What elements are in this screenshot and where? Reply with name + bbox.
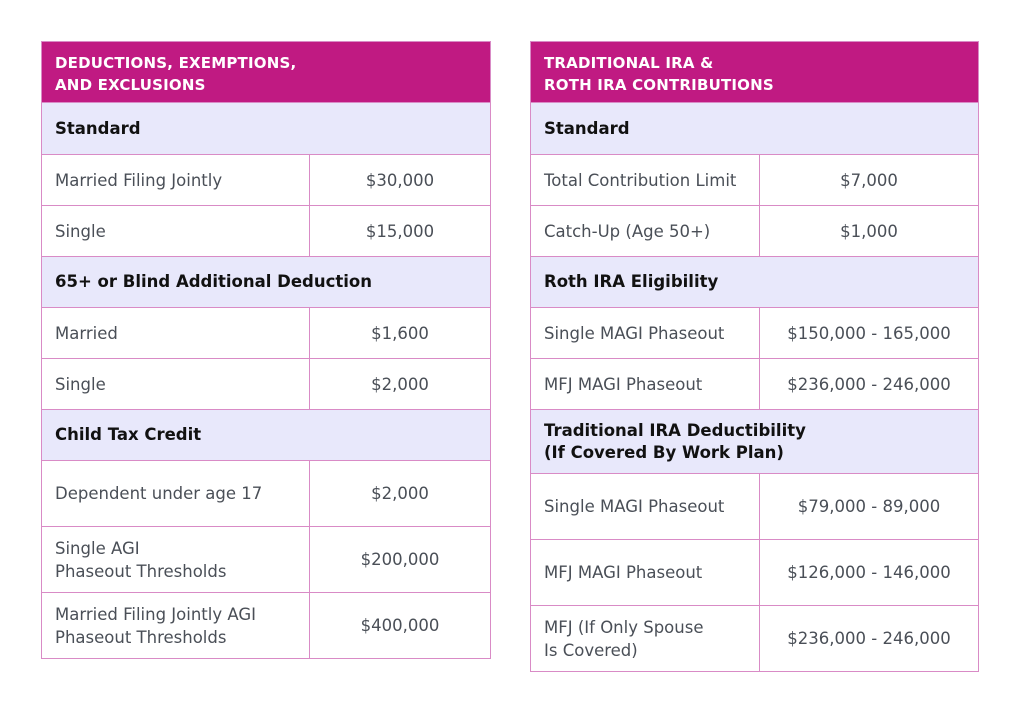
row-label: Catch-Up (Age 50+) <box>531 206 760 256</box>
table-row: Single MAGI Phaseout $150,000 - 165,000 <box>531 307 978 358</box>
table-row: MFJ MAGI Phaseout $126,000 - 146,000 <box>531 539 978 605</box>
row-label: Married Filing Jointly AGI Phaseout Thre… <box>42 593 310 658</box>
row-value: $200,000 <box>360 550 440 569</box>
table-title: DEDUCTIONS, EXEMPTIONS, AND EXCLUSIONS <box>42 42 490 102</box>
row-value: $236,000 - 246,000 <box>787 629 951 648</box>
section-heading: Child Tax Credit <box>42 409 490 460</box>
section-heading: Roth IRA Eligibility <box>531 256 978 307</box>
table-row: Single MAGI Phaseout $79,000 - 89,000 <box>531 473 978 539</box>
row-value: $1,000 <box>840 221 898 241</box>
row-label: Married Filing Jointly <box>42 155 310 205</box>
row-value: $79,000 - 89,000 <box>797 497 941 516</box>
row-value: $400,000 <box>360 616 440 635</box>
row-label: MFJ MAGI Phaseout <box>531 540 760 605</box>
row-value: $30,000 <box>365 170 435 190</box>
row-value: $1,600 <box>371 323 429 343</box>
row-value: $126,000 - 146,000 <box>787 563 951 582</box>
row-label: MFJ (If Only Spouse Is Covered) <box>531 606 760 671</box>
table-row: Single $15,000 <box>42 205 490 256</box>
row-value: $2,000 <box>371 484 429 503</box>
table-row: Total Contribution Limit $7,000 <box>531 154 978 205</box>
table-row: Dependent under age 17 $2,000 <box>42 460 490 526</box>
section-heading: Standard <box>531 102 978 154</box>
row-value: $236,000 - 246,000 <box>787 374 951 394</box>
row-label: Single MAGI Phaseout <box>531 474 760 539</box>
row-value: $15,000 <box>365 221 435 241</box>
table-row: Single $2,000 <box>42 358 490 409</box>
table-title: TRADITIONAL IRA & ROTH IRA CONTRIBUTIONS <box>531 42 978 102</box>
row-value: $7,000 <box>840 170 898 190</box>
table-row: Single AGI Phaseout Thresholds $200,000 <box>42 526 490 592</box>
table-row: Catch-Up (Age 50+) $1,000 <box>531 205 978 256</box>
row-label: MFJ MAGI Phaseout <box>531 359 760 409</box>
table-row: Married Filing Jointly AGI Phaseout Thre… <box>42 592 490 658</box>
row-label: Married <box>42 308 310 358</box>
row-label: Dependent under age 17 <box>42 461 310 526</box>
row-value: $2,000 <box>371 374 429 394</box>
row-label: Total Contribution Limit <box>531 155 760 205</box>
section-heading: Traditional IRA Deductibility (If Covere… <box>531 409 978 473</box>
ira-contributions-table: TRADITIONAL IRA & ROTH IRA CONTRIBUTIONS… <box>530 41 979 672</box>
row-value: $150,000 - 165,000 <box>787 323 951 343</box>
row-label: Single MAGI Phaseout <box>531 308 760 358</box>
table-row: MFJ (If Only Spouse Is Covered) $236,000 … <box>531 605 978 671</box>
row-label: Single <box>42 206 310 256</box>
table-row: Married Filing Jointly $30,000 <box>42 154 490 205</box>
row-label: Single <box>42 359 310 409</box>
table-row: MFJ MAGI Phaseout $236,000 - 246,000 <box>531 358 978 409</box>
row-label: Single AGI Phaseout Thresholds <box>42 527 310 592</box>
section-heading: 65+ or Blind Additional Deduction <box>42 256 490 307</box>
section-heading: Standard <box>42 102 490 154</box>
deductions-table: DEDUCTIONS, EXEMPTIONS, AND EXCLUSIONS S… <box>41 41 491 659</box>
table-row: Married $1,600 <box>42 307 490 358</box>
